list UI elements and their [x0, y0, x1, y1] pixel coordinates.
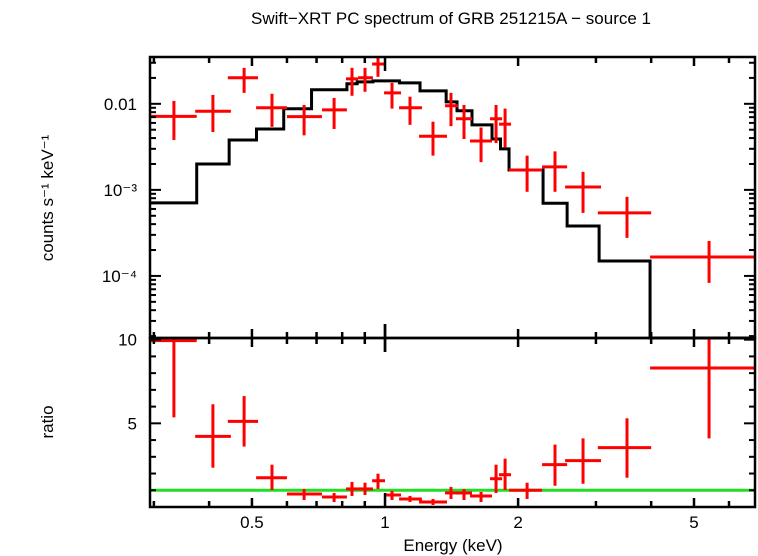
spectrum-data-point	[490, 104, 503, 144]
ratio-data-point	[650, 338, 755, 439]
ratio-data-point	[597, 418, 652, 478]
ratio-data-point	[286, 488, 322, 500]
model-step-line	[150, 79, 755, 340]
ratio-data-point	[321, 492, 347, 502]
ratio-data-point	[419, 498, 447, 505]
x-tick-label: 2	[513, 513, 522, 532]
top-y-tick-label: 10⁻⁴	[102, 267, 137, 286]
top-panel-frame	[148, 55, 757, 340]
spectrum-data-point	[455, 104, 472, 140]
spectrum-data-point	[419, 121, 447, 156]
ratio-data-point	[150, 338, 197, 418]
spectrum-data-point	[345, 67, 359, 96]
bottom-y-tick-label: 5	[128, 414, 137, 433]
ratio-data-point	[499, 458, 512, 490]
x-axis-label: Energy (keV)	[403, 536, 502, 555]
ratio-data-point	[445, 486, 459, 499]
bottom-y-tick-label: 10	[118, 331, 137, 350]
spectrum-data-point	[499, 108, 512, 148]
top-y-tick-label: 0.01	[104, 95, 137, 114]
ratio-data-point	[399, 495, 422, 502]
ratio-data-point	[358, 482, 373, 495]
spectrum-data-point	[286, 104, 322, 136]
spectrum-data-point	[650, 240, 755, 283]
ratio-data-point	[372, 473, 386, 489]
x-tick-label: 5	[689, 513, 698, 532]
spectrum-data-point	[470, 127, 493, 163]
chart-title: Swift−XRT PC spectrum of GRB 251215A − s…	[251, 9, 651, 28]
ratio-data-point	[509, 482, 543, 499]
ratio-data-point	[195, 404, 231, 468]
top-y-tick-label: 10⁻³	[103, 181, 137, 200]
ratio-data-point	[470, 491, 493, 502]
ratio-data-point	[227, 396, 258, 447]
ratio-data-point	[565, 438, 602, 484]
ratio-data-point	[256, 464, 287, 490]
bottom-y-axis-label: ratio	[38, 405, 57, 438]
ratio-data-point	[345, 481, 359, 496]
spectrum-data-point	[565, 171, 602, 213]
ratio-data-point	[455, 488, 472, 500]
spectrum-data-point	[372, 57, 386, 77]
spectrum-data-point	[509, 155, 543, 192]
spectrum-data-point	[358, 67, 373, 92]
spectrum-data-point	[195, 94, 231, 133]
ratio-data-point	[542, 444, 568, 486]
spectrum-data-point	[597, 196, 652, 238]
top-y-axis-label: counts s⁻¹ keV⁻¹	[38, 134, 57, 261]
spectrum-data-point	[150, 100, 197, 140]
spectrum-data-point	[399, 96, 422, 125]
spectrum-data-point	[542, 151, 568, 192]
x-tick-label: 0.5	[240, 513, 264, 532]
ratio-data-point	[384, 490, 402, 500]
spectrum-data-point	[445, 92, 459, 127]
x-tick-label: 1	[380, 513, 389, 532]
spectrum-data-point	[321, 97, 347, 129]
ratio-data-point	[490, 464, 503, 493]
spectrum-data-point	[384, 82, 402, 109]
spectrum-data-point	[227, 67, 258, 93]
spectrum-data-point	[256, 93, 287, 127]
